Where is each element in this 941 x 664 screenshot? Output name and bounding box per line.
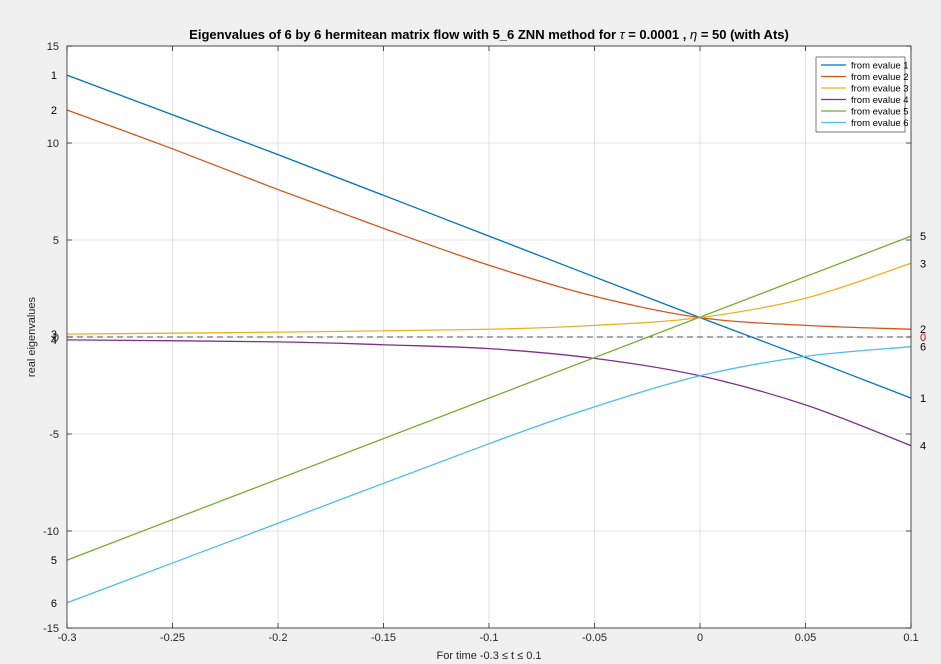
x-tick-label: -0.3 bbox=[58, 632, 77, 644]
series-line-5 bbox=[66, 235, 912, 561]
series-start-label-1: 1 bbox=[51, 70, 57, 82]
series-line-3 bbox=[66, 262, 912, 335]
series-start-label-6: 6 bbox=[51, 598, 57, 610]
x-tick-label: 0.05 bbox=[795, 632, 816, 644]
series-end-label-5: 5 bbox=[920, 231, 926, 243]
x-tick-label: -0.05 bbox=[582, 632, 607, 644]
series-start-label-4: 4 bbox=[51, 335, 57, 347]
legend-entry-4: from evalue 4 bbox=[851, 95, 909, 106]
x-axis-label: For time -0.3 ≤ t ≤ 0.1 bbox=[437, 650, 542, 662]
y-tick-label: 10 bbox=[47, 138, 59, 150]
title-part-2: = 0.0001 , bbox=[625, 27, 690, 42]
title-tau-symbol: τ bbox=[620, 27, 626, 42]
title-part-3: = 50 (with Ats) bbox=[697, 27, 789, 42]
y-tick-label: 5 bbox=[53, 235, 59, 247]
y-tick-label: -15 bbox=[43, 623, 59, 635]
series-end-label-3: 3 bbox=[920, 258, 926, 270]
y-tick-label: -5 bbox=[49, 429, 59, 441]
legend-entry-1: from evalue 1 bbox=[851, 60, 909, 71]
title-eta-symbol: η bbox=[690, 27, 697, 42]
legend-box bbox=[815, 56, 906, 133]
x-tick-label: -0.15 bbox=[371, 632, 396, 644]
series-end-label-4: 4 bbox=[920, 441, 926, 453]
series-start-label-5: 5 bbox=[51, 555, 57, 567]
series-end-label-2: 2 bbox=[920, 324, 926, 336]
x-tick-label: 0.1 bbox=[903, 632, 918, 644]
chart-title: Eigenvalues of 6 by 6 hermitean matrix f… bbox=[189, 27, 789, 42]
legend-entry-2: from evalue 2 bbox=[851, 72, 909, 83]
series-lines bbox=[66, 74, 912, 604]
series-line-4 bbox=[66, 339, 912, 447]
series-end-label-6: 6 bbox=[920, 342, 926, 354]
series-end-label-1: 1 bbox=[920, 393, 926, 405]
series-line-1 bbox=[66, 74, 912, 399]
y-tick-label: 15 bbox=[47, 41, 59, 53]
x-axis-ticks: -0.3 -0.25 -0.2 -0.15 -0.1 -0.05 0 0.05 0.1 bbox=[58, 46, 919, 644]
x-tick-label: -0.2 bbox=[269, 632, 288, 644]
series-start-label-3: 3 bbox=[51, 329, 57, 341]
title-part-1: Eigenvalues of 6 by 6 hermitean matrix f… bbox=[189, 27, 620, 42]
series-line-2 bbox=[66, 109, 912, 330]
x-tick-label: -0.25 bbox=[160, 632, 185, 644]
legend-entry-5: from evalue 5 bbox=[851, 106, 909, 117]
series-line-6 bbox=[66, 346, 912, 604]
x-tick-label: -0.1 bbox=[480, 632, 499, 644]
y-tick-label: 0 bbox=[53, 332, 59, 344]
legend-entry-3: from evalue 3 bbox=[851, 83, 909, 94]
legend-entry-6: from evalue 6 bbox=[851, 118, 909, 129]
zero-line-label: 0 bbox=[920, 332, 926, 344]
y-tick-label: -10 bbox=[43, 526, 59, 538]
y-axis-label: real eigenvalues bbox=[26, 296, 38, 377]
series-start-label-2: 2 bbox=[51, 105, 57, 117]
x-tick-label: 0 bbox=[697, 632, 703, 644]
